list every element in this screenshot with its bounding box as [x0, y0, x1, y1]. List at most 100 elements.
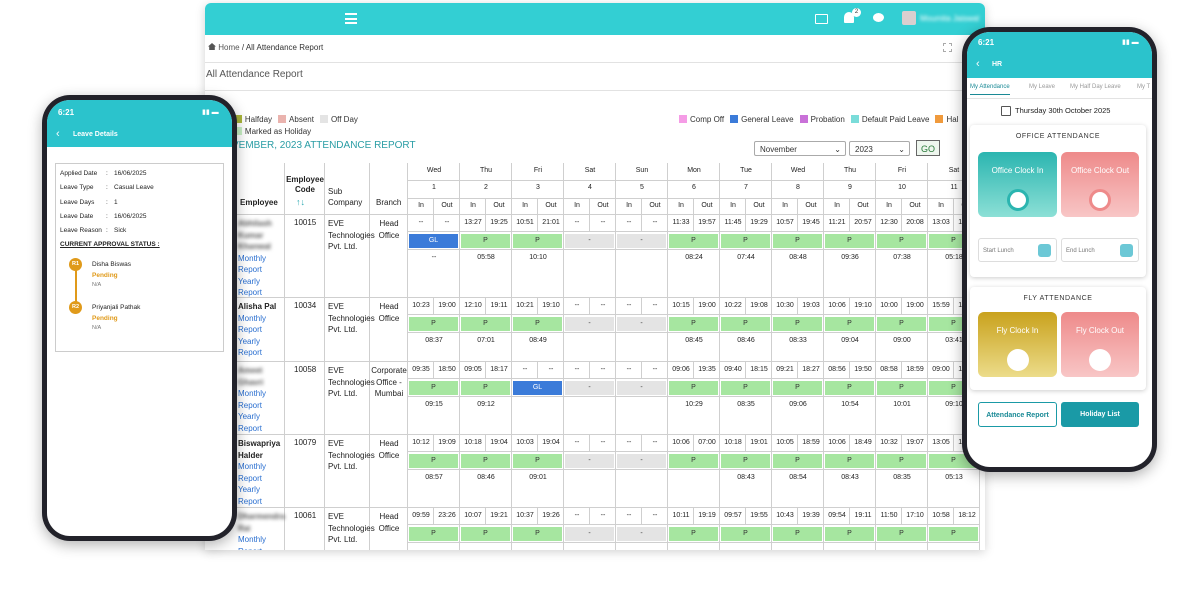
tab[interactable]: My Leave — [1029, 84, 1056, 90]
out-cell — [538, 215, 564, 232]
in-cell — [668, 298, 694, 315]
holiday-list-button[interactable]: Holiday List — [1061, 402, 1139, 427]
report-link[interactable]: Monthly Report — [238, 253, 267, 275]
sub-company: EVE Technologies Pvt. Ltd. — [328, 439, 375, 471]
hours-cell — [564, 470, 616, 508]
month-select[interactable]: November ⌄ — [754, 141, 846, 156]
go-button[interactable]: GO — [916, 140, 940, 156]
notification-badge: 2 — [852, 8, 861, 17]
status-cell — [772, 379, 824, 397]
code-cell — [285, 508, 325, 550]
report-link[interactable]: Monthly Report — [238, 462, 267, 483]
avatar[interactable] — [902, 11, 916, 25]
hours-cell — [512, 333, 564, 362]
out-time: -- — [652, 439, 658, 446]
breadcrumb-home[interactable]: Home — [218, 43, 240, 52]
out-cell — [538, 362, 564, 379]
status: P — [877, 317, 926, 331]
breadcrumb: Home / All Attendance Report — [208, 43, 323, 52]
hours-cell — [564, 250, 616, 298]
report-link[interactable]: Monthly Report — [238, 535, 267, 550]
breadcrumb-current: / All Attendance Report — [241, 43, 324, 52]
report-link[interactable]: Yearly Report — [238, 276, 263, 298]
phone-screen: 6:21 ▮▮ ▬ ‹ HR My Attendance My Leave My H… — [967, 32, 1152, 467]
day-header — [564, 199, 590, 215]
in-label: In — [418, 202, 424, 209]
out-cell — [902, 508, 928, 525]
branch-cell — [370, 362, 408, 435]
day-header — [720, 163, 772, 181]
attendance-report-button[interactable]: Attendance Report — [978, 402, 1057, 427]
status: P — [409, 454, 458, 468]
report-link[interactable]: Monthly Report — [238, 389, 267, 410]
tab[interactable]: My T — [1137, 84, 1151, 90]
status-cell — [720, 452, 772, 470]
status: - — [617, 317, 666, 331]
in-label: In — [938, 202, 944, 209]
out-cell — [642, 435, 668, 452]
in-cell — [408, 508, 434, 525]
status: P — [877, 234, 926, 248]
out-time: 19:03 — [802, 302, 820, 309]
field-colon: : — [106, 198, 108, 206]
hours: 08:35 — [737, 401, 755, 408]
hours: 05:13 — [945, 474, 963, 481]
end-lunch[interactable]: End Lunch — [1061, 238, 1139, 262]
status-cell — [876, 232, 928, 250]
hours: 10:01 — [893, 401, 911, 408]
start-lunch[interactable]: Start Lunch — [978, 238, 1057, 262]
office-clock-out[interactable]: Office Clock Out — [1061, 152, 1139, 217]
office-clock-in[interactable]: Office Clock In — [978, 152, 1057, 217]
fly-clock-in[interactable]: Fly Clock In — [978, 312, 1057, 377]
clock-icon — [1089, 189, 1111, 211]
status: P — [929, 527, 978, 541]
report-link[interactable]: Yearly Report — [238, 485, 263, 506]
status-cell — [824, 315, 876, 333]
in-cell — [408, 298, 434, 315]
tab[interactable]: My Attendance — [970, 84, 1010, 95]
hours-cell — [512, 250, 564, 298]
legend-swatch — [679, 115, 687, 123]
in-time: 12:10 — [464, 302, 482, 309]
out-time: -- — [652, 302, 658, 309]
in-cell — [772, 215, 798, 232]
status-cell — [668, 315, 720, 333]
report-link[interactable]: Yearly Report — [238, 336, 263, 358]
hours-cell — [720, 397, 772, 435]
in-time: 09:06 — [672, 366, 690, 373]
report-link[interactable]: Yearly Report — [238, 412, 263, 433]
hours-cell — [668, 470, 720, 508]
year-select[interactable]: 2023 ⌄ — [849, 141, 910, 156]
status-cell — [876, 525, 928, 543]
in-time: 10:15 — [672, 302, 690, 309]
in-time: 09:40 — [724, 366, 742, 373]
bell-icon[interactable] — [844, 12, 854, 23]
back-button[interactable]: ‹ — [976, 58, 980, 70]
branch-cell — [370, 508, 408, 550]
fly-clock-out[interactable]: Fly Clock Out — [1061, 312, 1139, 377]
expand-icon[interactable] — [943, 43, 952, 52]
status: - — [617, 381, 666, 395]
phone-title: HR — [992, 61, 1003, 68]
employee-code: 10034 — [294, 301, 317, 310]
chat-icon[interactable] — [873, 13, 884, 22]
out-cell — [694, 362, 720, 379]
out-cell — [902, 298, 928, 315]
in-time: -- — [626, 302, 632, 309]
menu-icon[interactable] — [345, 13, 357, 24]
hours: 08:45 — [685, 337, 703, 344]
field-label: Applied Date — [60, 170, 98, 177]
hours: 05:18 — [945, 254, 963, 261]
tab[interactable]: My Half Day Leave — [1070, 84, 1121, 90]
sort-icon[interactable]: ↑↓ — [296, 197, 305, 207]
status-cell — [460, 525, 512, 543]
out-cell — [850, 435, 876, 452]
out-cell — [850, 298, 876, 315]
report-link[interactable]: Monthly Report — [238, 313, 267, 335]
card-icon[interactable] — [815, 14, 828, 24]
in-cell — [720, 435, 746, 452]
hours-cell — [616, 470, 668, 508]
header-cell — [325, 163, 370, 215]
status: P — [773, 317, 822, 331]
back-button[interactable]: ‹ — [56, 128, 60, 140]
